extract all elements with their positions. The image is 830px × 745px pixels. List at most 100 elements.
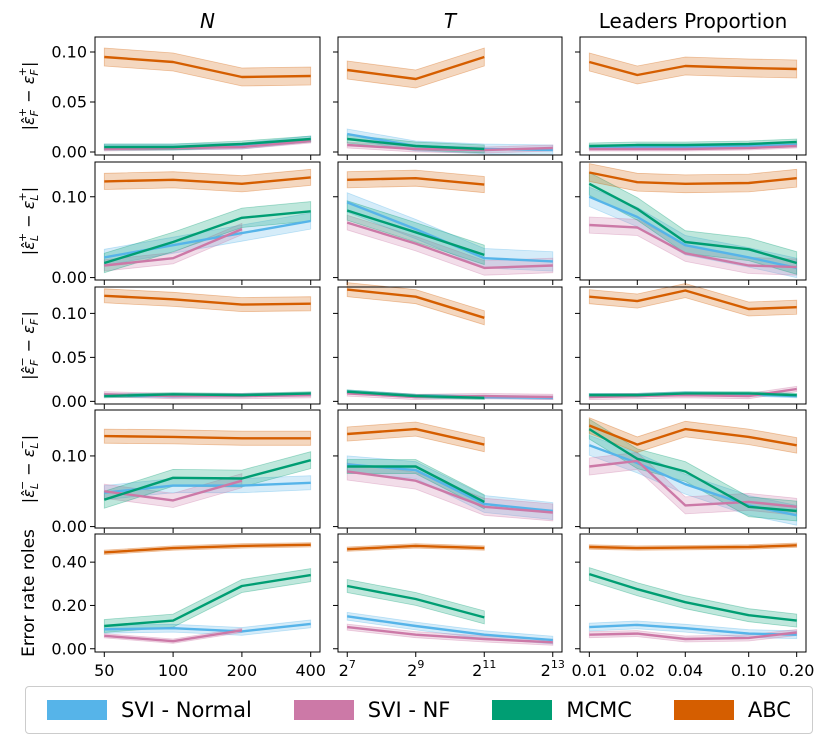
- panel-r0-c1: [333, 36, 563, 160]
- panel-frame: [337, 409, 563, 529]
- line-abc: [589, 544, 797, 550]
- panel-r1-c1: [333, 161, 563, 285]
- y-tick-label: 0.05: [51, 93, 87, 112]
- band-svi_nf: [346, 214, 554, 276]
- line-mcmc: [347, 465, 485, 503]
- line-mcmc: [589, 392, 797, 397]
- line-mcmc: [589, 140, 797, 148]
- line-abc: [347, 288, 485, 319]
- panel-frame: [579, 36, 807, 156]
- band-abc: [346, 421, 485, 453]
- panel-r2-c0: 0.00 0.05 0.10: [51, 286, 321, 411]
- band-svi_nf: [103, 473, 243, 508]
- line-svi_nf: [347, 143, 553, 152]
- line-abc: [588, 424, 797, 447]
- panel-r4-c0: 50 100 200 400 0.00 0.20 0.40: [51, 533, 326, 680]
- row-ylabel-text-2: |ε̂F− − εF−|: [16, 311, 41, 380]
- panel-frame: [337, 161, 563, 281]
- y-tick-label: 0.10: [51, 304, 87, 323]
- panel-frame: [579, 286, 807, 405]
- line-abc: [347, 176, 485, 186]
- row-ylabel-0: |ε̂F+ − εF+|: [16, 62, 41, 131]
- row-ylabel-3: |ε̂L− − εL−|: [16, 435, 41, 503]
- band-svi_normal: [346, 192, 554, 272]
- row-ylabel-2: |ε̂F− − εF−|: [16, 311, 41, 380]
- line-svi_nf: [104, 479, 243, 502]
- line-svi_normal: [588, 195, 797, 270]
- y-tick-label: 0.10: [51, 187, 87, 206]
- line-svi_nf: [589, 144, 797, 151]
- legend-label-abc: ABC: [747, 698, 791, 722]
- band-svi_normal: [588, 186, 798, 279]
- band-mcmc: [103, 568, 312, 633]
- band-mcmc: [588, 418, 798, 522]
- panel-frame: [94, 409, 321, 529]
- band-svi_normal: [103, 619, 312, 636]
- x-tick-label: 0.01: [572, 661, 608, 680]
- column-title-0: N: [200, 9, 215, 33]
- line-mcmc: [588, 182, 798, 265]
- line-svi_normal: [347, 615, 553, 642]
- band-abc: [103, 47, 312, 87]
- line-svi_normal: [104, 622, 311, 633]
- line-mcmc: [104, 392, 311, 398]
- line-mcmc: [103, 210, 311, 265]
- row-ylabel-text-3: |ε̂L− − εL−|: [16, 435, 41, 503]
- x-tick-label: 50: [94, 661, 114, 680]
- legend-swatch-svi-normal: [46, 700, 107, 720]
- line-mcmc: [588, 572, 797, 622]
- panel-r4-c2: 0.01 0.02 0.04 0.10 0.20: [572, 533, 814, 680]
- band-mcmc: [103, 451, 312, 509]
- x-tick-label: 0.04: [667, 661, 703, 680]
- panel-frame: [337, 36, 563, 156]
- band-svi_nf: [103, 222, 243, 272]
- line-svi_nf: [346, 221, 553, 270]
- panel-r3-c0: 0.00 0.10: [51, 409, 321, 536]
- line-svi_nf: [104, 629, 243, 643]
- line-mcmc: [104, 137, 311, 149]
- x-tick-label: 211: [472, 658, 496, 680]
- panel-frame: [94, 286, 321, 405]
- x-tick-label: 29: [407, 658, 424, 680]
- y-tick-label: 0.20: [51, 596, 87, 615]
- x-tick-label: 200: [227, 661, 258, 680]
- panel-r2-c2: [575, 283, 807, 409]
- y-tick-label: 0.40: [51, 553, 87, 572]
- line-abc: [347, 427, 485, 446]
- line-abc: [104, 176, 311, 186]
- row-ylabel-4: Error rate roles: [19, 529, 39, 657]
- y-tick-label: 0.00: [51, 143, 87, 162]
- panel-frame: [337, 286, 563, 405]
- legend-label-mcmc: MCMC: [566, 698, 632, 722]
- line-svi_nf: [589, 631, 797, 641]
- line-svi_nf: [589, 459, 797, 508]
- legend-label-svi-normal: SVI - Normal: [120, 698, 252, 722]
- y-tick-label: 0.10: [51, 446, 87, 465]
- column-title-1: T: [444, 9, 458, 33]
- x-tick-label: 400: [295, 661, 326, 680]
- panel-frame: [94, 533, 321, 653]
- line-mcmc: [347, 390, 485, 399]
- band-abc: [588, 52, 798, 85]
- column-title-2: Leaders Proportion: [599, 9, 788, 33]
- line-abc: [104, 294, 311, 306]
- band-abc: [346, 47, 485, 89]
- line-abc: [104, 434, 311, 440]
- panel-r3-c1: [333, 409, 563, 533]
- line-mcmc: [104, 573, 311, 628]
- line-svi_nf: [347, 625, 553, 644]
- line-abc: [588, 60, 797, 77]
- band-abc: [346, 543, 485, 552]
- panel-frame: [579, 161, 807, 281]
- x-tick-label: 213: [541, 658, 565, 680]
- line-abc: [347, 55, 485, 81]
- band-abc: [346, 282, 485, 326]
- line-svi_nf: [589, 223, 797, 269]
- legend-swatch-mcmc: [492, 700, 553, 720]
- y-tick-label: 0.10: [51, 43, 87, 62]
- band-mcmc: [346, 459, 485, 510]
- y-tick-label: 0.05: [51, 348, 87, 367]
- panel-r3-c2: [575, 409, 807, 533]
- line-abc: [589, 171, 797, 186]
- legend-item-mcmc: MCMC: [492, 698, 632, 722]
